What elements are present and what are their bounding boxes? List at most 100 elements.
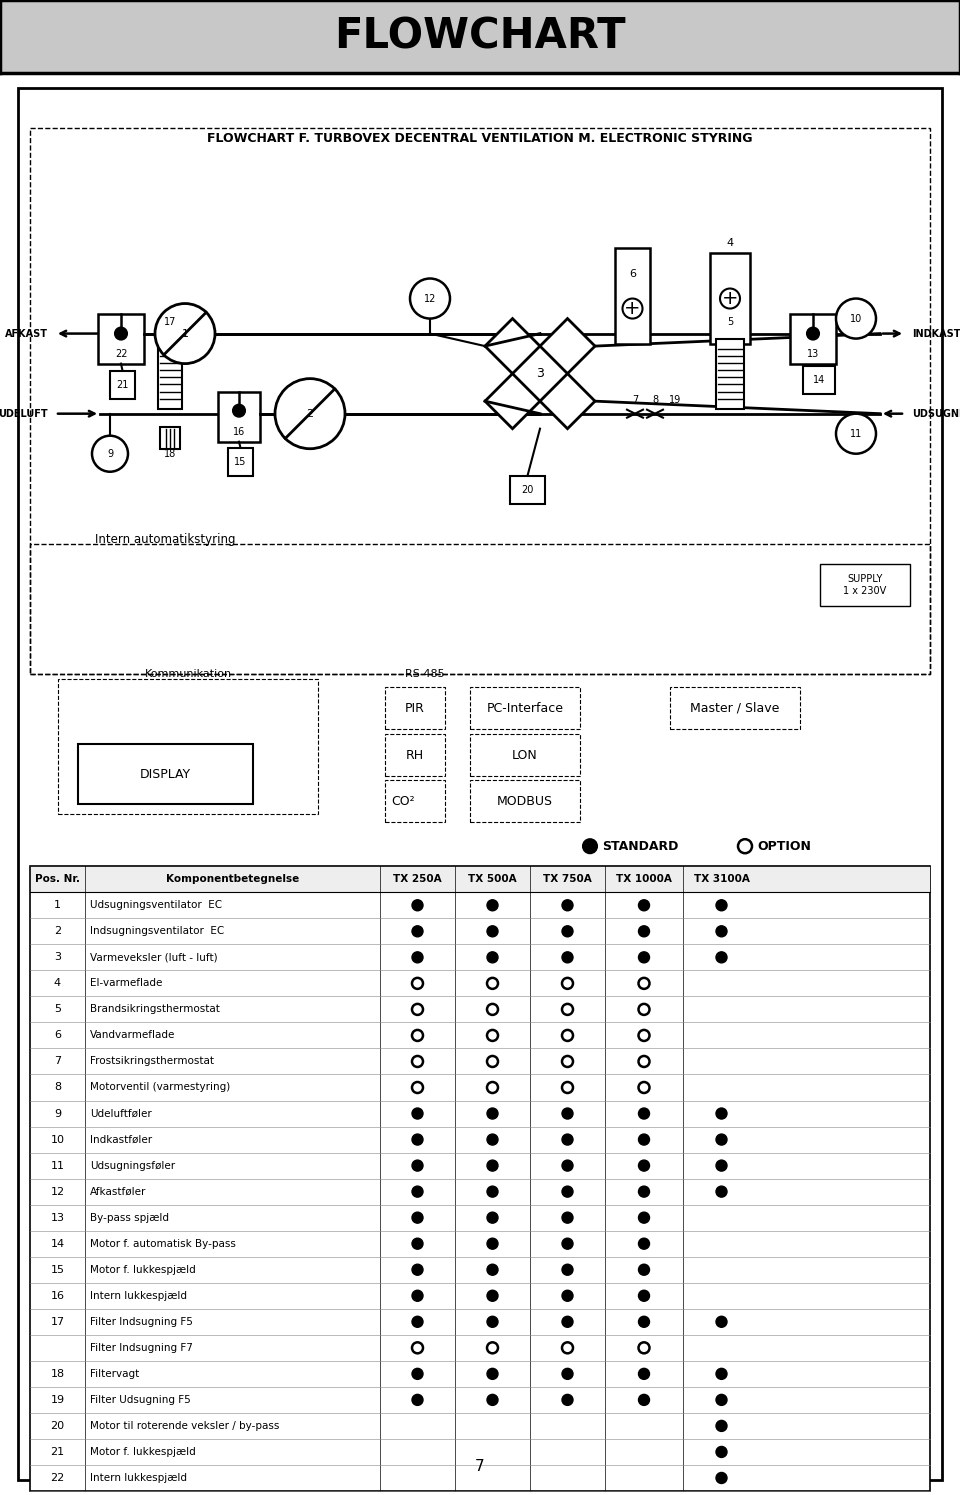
Bar [790, 314, 836, 363]
Circle shape [487, 1316, 498, 1328]
Text: TX 750A: TX 750A [543, 875, 592, 884]
Text: 9: 9 [107, 448, 113, 459]
Bar [820, 564, 910, 605]
Circle shape [487, 1055, 498, 1067]
Text: Udeluftføler: Udeluftføler [90, 1108, 152, 1118]
Text: Intern lukkespjæld: Intern lukkespjæld [90, 1290, 187, 1301]
Text: Filter Indsugning F5: Filter Indsugning F5 [90, 1317, 193, 1326]
Circle shape [562, 1212, 573, 1223]
Text: 2: 2 [54, 927, 61, 936]
Text: 17: 17 [51, 1317, 64, 1326]
Text: MODBUS: MODBUS [497, 795, 553, 807]
Text: AFKAST: AFKAST [5, 329, 48, 338]
Circle shape [412, 1030, 423, 1041]
Circle shape [638, 1316, 650, 1328]
Text: Kommunikation: Kommunikation [144, 668, 231, 679]
Circle shape [638, 1238, 650, 1250]
Circle shape [487, 925, 498, 937]
Text: 16: 16 [51, 1290, 64, 1301]
Text: Master / Slave: Master / Slave [690, 701, 780, 715]
Circle shape [233, 405, 245, 417]
Text: OPTION: OPTION [757, 840, 811, 852]
Circle shape [716, 952, 727, 963]
Text: 16: 16 [233, 426, 245, 437]
Text: TX 3100A: TX 3100A [693, 875, 750, 884]
Text: 6: 6 [54, 1030, 61, 1041]
Circle shape [638, 1135, 650, 1145]
Bar [510, 475, 545, 504]
Text: Motorventil (varmestyring): Motorventil (varmestyring) [90, 1082, 230, 1093]
Text: Motor f. automatisk By-pass: Motor f. automatisk By-pass [90, 1239, 236, 1248]
Circle shape [622, 299, 642, 318]
Text: 20: 20 [521, 484, 534, 495]
Circle shape [487, 1238, 498, 1250]
Text: 5: 5 [727, 317, 733, 326]
Circle shape [487, 1212, 498, 1223]
Circle shape [562, 978, 573, 988]
Text: Filtervagt: Filtervagt [90, 1369, 139, 1378]
Text: 12: 12 [51, 1187, 64, 1196]
Text: +: + [624, 299, 640, 318]
Text: Motor f. lukkespjæld: Motor f. lukkespjæld [90, 1447, 196, 1458]
Bar [78, 745, 253, 804]
Circle shape [562, 1082, 573, 1093]
Circle shape [412, 925, 423, 937]
Circle shape [716, 1420, 727, 1431]
Bar [110, 371, 135, 399]
Circle shape [412, 1395, 423, 1405]
Circle shape [638, 1186, 650, 1197]
Circle shape [412, 1343, 423, 1353]
Circle shape [487, 978, 498, 988]
Circle shape [487, 1343, 498, 1353]
Text: 15: 15 [51, 1265, 64, 1275]
Circle shape [716, 1160, 727, 1171]
Circle shape [638, 1005, 650, 1015]
Text: Motor f. lukkespjæld: Motor f. lukkespjæld [90, 1265, 196, 1275]
Text: +: + [722, 289, 738, 308]
Text: TX 250A: TX 250A [394, 875, 442, 884]
Circle shape [412, 1005, 423, 1015]
Circle shape [638, 1030, 650, 1041]
Text: TX 500A: TX 500A [468, 875, 516, 884]
Text: UDELUFT: UDELUFT [0, 408, 48, 419]
Bar [385, 780, 445, 822]
Text: Udsugningsventilator  EC: Udsugningsventilator EC [90, 900, 222, 910]
Circle shape [412, 1186, 423, 1197]
Circle shape [562, 1290, 573, 1301]
Text: 4: 4 [727, 239, 733, 248]
Text: UDSUGNING: UDSUGNING [912, 408, 960, 419]
Text: El-varmeflade: El-varmeflade [90, 978, 162, 988]
Circle shape [487, 1108, 498, 1120]
Circle shape [487, 1290, 498, 1301]
Text: 7: 7 [475, 1459, 485, 1474]
Circle shape [638, 978, 650, 988]
Text: 7: 7 [54, 1057, 61, 1066]
Circle shape [562, 952, 573, 963]
Text: Intern lukkespjæld: Intern lukkespjæld [90, 1473, 187, 1483]
Circle shape [487, 1082, 498, 1093]
Bar [58, 679, 318, 815]
Circle shape [115, 327, 127, 339]
Bar [615, 248, 650, 344]
Circle shape [562, 1186, 573, 1197]
Bar [30, 866, 930, 1491]
Circle shape [562, 1265, 573, 1275]
Circle shape [562, 1343, 573, 1353]
Circle shape [562, 925, 573, 937]
Text: Komponentbetegnelse: Komponentbetegnelse [166, 875, 300, 884]
Text: 22: 22 [115, 348, 128, 359]
Text: 2: 2 [306, 408, 314, 419]
Circle shape [487, 1030, 498, 1041]
Circle shape [638, 1290, 650, 1301]
Circle shape [562, 1368, 573, 1380]
Bar [218, 392, 260, 441]
Circle shape [716, 1447, 727, 1458]
Bar [710, 254, 750, 344]
Circle shape [638, 1108, 650, 1120]
Circle shape [562, 1108, 573, 1120]
Text: 21: 21 [116, 380, 129, 390]
Circle shape [562, 1055, 573, 1067]
Circle shape [638, 1395, 650, 1405]
Text: 10: 10 [850, 314, 862, 323]
Bar [385, 688, 445, 730]
